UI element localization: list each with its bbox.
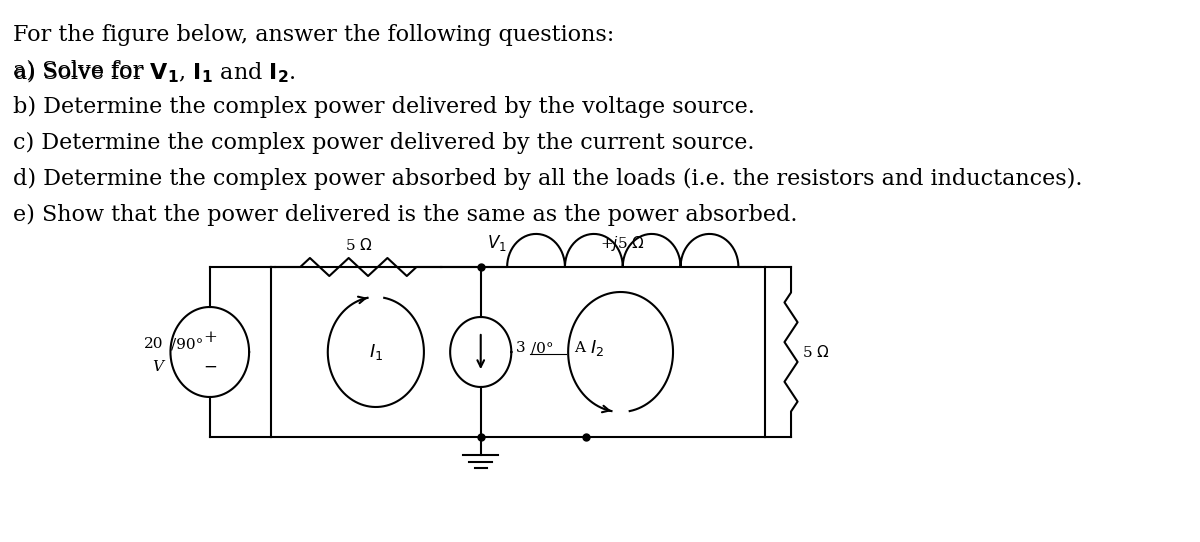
Text: $I_1$: $I_1$ xyxy=(368,342,383,362)
Text: e) Show that the power delivered is the same as the power absorbed.: e) Show that the power delivered is the … xyxy=(13,204,798,226)
Text: 5 $\Omega$: 5 $\Omega$ xyxy=(344,237,372,253)
Text: −: − xyxy=(203,358,217,376)
Text: b) Determine the complex power delivered by the voltage source.: b) Determine the complex power delivered… xyxy=(13,96,755,118)
Text: /0°: /0° xyxy=(530,341,553,355)
Text: $I_2$: $I_2$ xyxy=(590,338,604,358)
Text: 3: 3 xyxy=(516,341,526,355)
Text: For the figure below, answer the following questions:: For the figure below, answer the followi… xyxy=(13,24,614,46)
Text: $V_1$: $V_1$ xyxy=(487,233,506,253)
Text: A: A xyxy=(575,341,586,355)
Text: d) Determine the complex power absorbed by all the loads (i.e. the resistors and: d) Determine the complex power absorbed … xyxy=(13,168,1082,190)
Text: a) Solve for: a) Solve for xyxy=(13,60,150,82)
Text: +: + xyxy=(203,328,217,345)
Text: 5 $\Omega$: 5 $\Omega$ xyxy=(802,344,829,360)
Text: a) Solve for $\mathbf{V_1}$, $\mathbf{I_1}$ and $\mathbf{I_2}$.: a) Solve for $\mathbf{V_1}$, $\mathbf{I_… xyxy=(13,60,296,85)
Text: /90°: /90° xyxy=(172,337,204,351)
Text: V: V xyxy=(152,360,163,374)
Text: 20: 20 xyxy=(144,337,163,351)
Text: +$j$5 $\Omega$: +$j$5 $\Omega$ xyxy=(600,234,646,253)
Text: c) Determine the complex power delivered by the current source.: c) Determine the complex power delivered… xyxy=(13,132,755,154)
